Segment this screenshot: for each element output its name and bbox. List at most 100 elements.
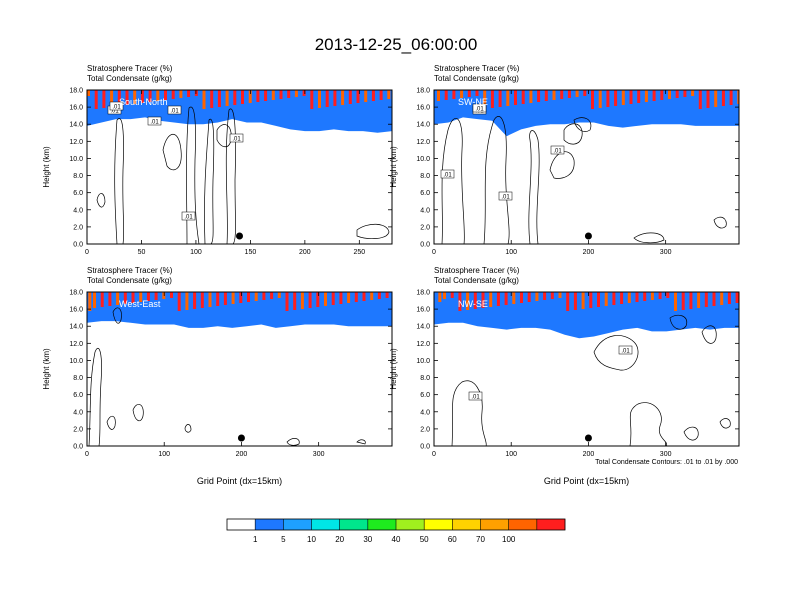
tracer-streak bbox=[606, 90, 610, 107]
tracer-band-10 bbox=[434, 90, 739, 137]
tracer-streak bbox=[644, 90, 648, 102]
panel-subtitle: Total Condensate (g/kg) bbox=[434, 276, 519, 285]
contour-label: .01 bbox=[167, 105, 182, 115]
tracer-streak bbox=[621, 90, 625, 105]
contour-label-text: .01 bbox=[110, 109, 119, 115]
tracer-streak bbox=[148, 90, 152, 102]
tracer-streak bbox=[567, 90, 571, 98]
tracer-streak bbox=[521, 90, 525, 104]
tracer-streak bbox=[566, 292, 570, 311]
tracer-streak bbox=[324, 292, 327, 306]
tracer-streak bbox=[527, 292, 531, 302]
contour-label-text: .01 bbox=[150, 120, 159, 126]
tracer-streak bbox=[139, 292, 143, 302]
tracer-streak bbox=[177, 292, 181, 311]
colorbar-label: 5 bbox=[281, 535, 286, 544]
tracer-streak bbox=[162, 292, 166, 299]
tracer-streak bbox=[512, 292, 516, 304]
panel-subtitle: Total Condensate (g/kg) bbox=[434, 74, 519, 83]
ytick-label: 18.0 bbox=[416, 88, 430, 95]
ytick-label: 6.0 bbox=[73, 392, 83, 399]
center-marker bbox=[237, 434, 245, 442]
tracer-streak bbox=[247, 292, 250, 302]
tracer-streak bbox=[293, 292, 297, 310]
panel-west-east: 0.0 2.0 4.0 6.0 8.0 10.0 12.0 14.0 16.0 18.0 0 100 2… bbox=[42, 266, 393, 486]
tracer-streak bbox=[727, 292, 731, 304]
y-axis-label: Height (km) bbox=[389, 348, 398, 390]
tracer-streak bbox=[133, 90, 137, 104]
tracer-streak bbox=[339, 292, 343, 304]
tracer-streak bbox=[721, 90, 725, 106]
tracer-streak bbox=[544, 90, 548, 101]
colorbar-swatch-11 bbox=[536, 519, 566, 530]
tracer-streak bbox=[287, 90, 291, 98]
contour-line bbox=[669, 314, 688, 330]
contour-label: .01 bbox=[440, 169, 455, 179]
tracer-streak bbox=[706, 90, 710, 108]
condensate-contours bbox=[96, 106, 390, 244]
contour-line bbox=[106, 415, 116, 430]
tracer-streak bbox=[377, 292, 381, 299]
colorbar-swatch-2 bbox=[283, 519, 312, 530]
tracer-streak bbox=[583, 90, 587, 96]
tracer-streak bbox=[691, 90, 695, 96]
xtick-label: 0 bbox=[85, 249, 89, 256]
tracer-streak bbox=[460, 90, 464, 98]
tracer-streak bbox=[604, 292, 608, 306]
xtick-label: 0 bbox=[432, 249, 436, 256]
ytick-label: 2.0 bbox=[420, 224, 430, 231]
tracer-streak bbox=[674, 292, 677, 311]
contour-label: .01 bbox=[468, 391, 483, 401]
tracer-streak bbox=[597, 292, 600, 307]
contour-label-text: .01 bbox=[471, 395, 480, 401]
tracer-streak bbox=[473, 292, 477, 309]
tracer-streak bbox=[202, 90, 206, 109]
tracer-streak bbox=[666, 292, 670, 298]
tracer-streak bbox=[504, 292, 508, 305]
tracer-streak bbox=[264, 90, 268, 101]
tracer-streak bbox=[650, 292, 654, 300]
x-axis-label: Grid Point (dx=15km) bbox=[544, 476, 629, 486]
colorbar: 1 5 10 20 30 40 50 60 70 100 bbox=[226, 518, 566, 544]
contour-label-box bbox=[440, 169, 455, 179]
ytick-label: 16.0 bbox=[69, 307, 83, 314]
tracer-streak bbox=[231, 292, 235, 304]
ytick-label: 10.0 bbox=[416, 156, 430, 163]
y-axis-label: Height (km) bbox=[42, 146, 51, 188]
contour-line bbox=[204, 118, 215, 244]
contour-line bbox=[719, 418, 731, 429]
tracer-streak bbox=[131, 292, 135, 303]
tracer-streak bbox=[225, 90, 229, 106]
ytick-label: 4.0 bbox=[73, 409, 83, 416]
ytick-label: 16.0 bbox=[416, 105, 430, 112]
contour-line bbox=[286, 438, 300, 446]
tracer-streak bbox=[489, 292, 493, 307]
panels: .01.01.01.01.01.010.02.04.06.08.010.012.… bbox=[42, 64, 740, 486]
tracer-streak bbox=[637, 90, 641, 103]
xtick-label: 100 bbox=[190, 249, 202, 256]
condensate-contours bbox=[441, 116, 727, 244]
ytick-label: 2.0 bbox=[73, 426, 83, 433]
tracer-streak bbox=[529, 90, 533, 103]
tracer-streak bbox=[100, 292, 104, 307]
tracer-streak bbox=[452, 90, 456, 99]
tracer-streak bbox=[444, 90, 448, 100]
contour-label-text: .01 bbox=[443, 173, 452, 179]
contour-label: .01 bbox=[229, 133, 244, 143]
contour-line bbox=[593, 335, 639, 371]
cross-section-label: West-East bbox=[119, 299, 161, 309]
tracer-streak bbox=[300, 292, 304, 309]
tracer-streak bbox=[675, 90, 679, 98]
ytick-label: 8.0 bbox=[73, 173, 83, 180]
contour-label-box bbox=[498, 191, 513, 201]
tracer-streak bbox=[93, 292, 96, 308]
tracer-streak bbox=[333, 90, 337, 106]
colorbar-label: 1 bbox=[253, 535, 258, 544]
ytick-label: 8.0 bbox=[420, 173, 430, 180]
tracer-streak bbox=[179, 90, 183, 98]
tracer-streak bbox=[156, 90, 160, 101]
tracer-streak bbox=[714, 90, 718, 107]
tracer-streak bbox=[331, 292, 335, 305]
tracer-streak bbox=[87, 90, 90, 96]
contour-line bbox=[186, 106, 200, 244]
